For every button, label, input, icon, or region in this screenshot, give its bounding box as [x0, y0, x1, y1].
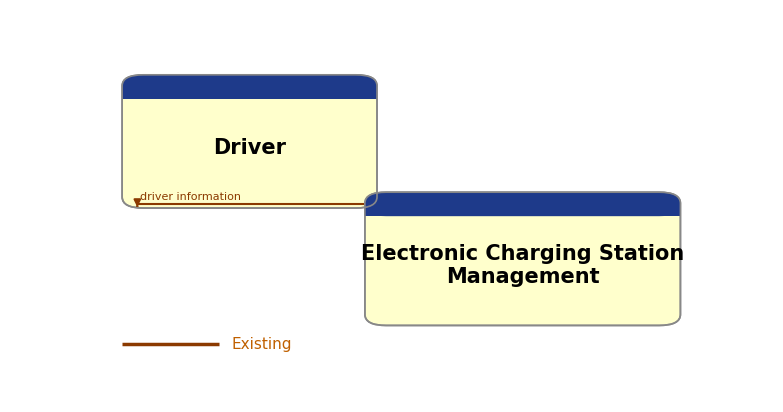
- FancyBboxPatch shape: [122, 75, 377, 99]
- Text: Driver: Driver: [213, 138, 286, 158]
- Bar: [122, 87, 377, 99]
- Text: Existing: Existing: [232, 337, 292, 352]
- Bar: [365, 204, 680, 216]
- FancyBboxPatch shape: [365, 192, 680, 216]
- FancyBboxPatch shape: [122, 75, 377, 208]
- Text: driver information: driver information: [140, 192, 241, 201]
- FancyBboxPatch shape: [365, 192, 680, 325]
- Text: Electronic Charging Station
Management: Electronic Charging Station Management: [361, 244, 684, 287]
